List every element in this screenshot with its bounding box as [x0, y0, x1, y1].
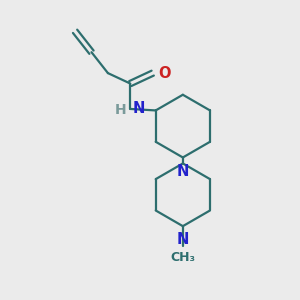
Text: N: N	[177, 232, 189, 247]
Text: N: N	[177, 164, 189, 179]
Text: CH₃: CH₃	[170, 251, 195, 264]
Text: O: O	[158, 66, 171, 81]
Text: H: H	[115, 103, 127, 117]
Text: N: N	[133, 101, 145, 116]
